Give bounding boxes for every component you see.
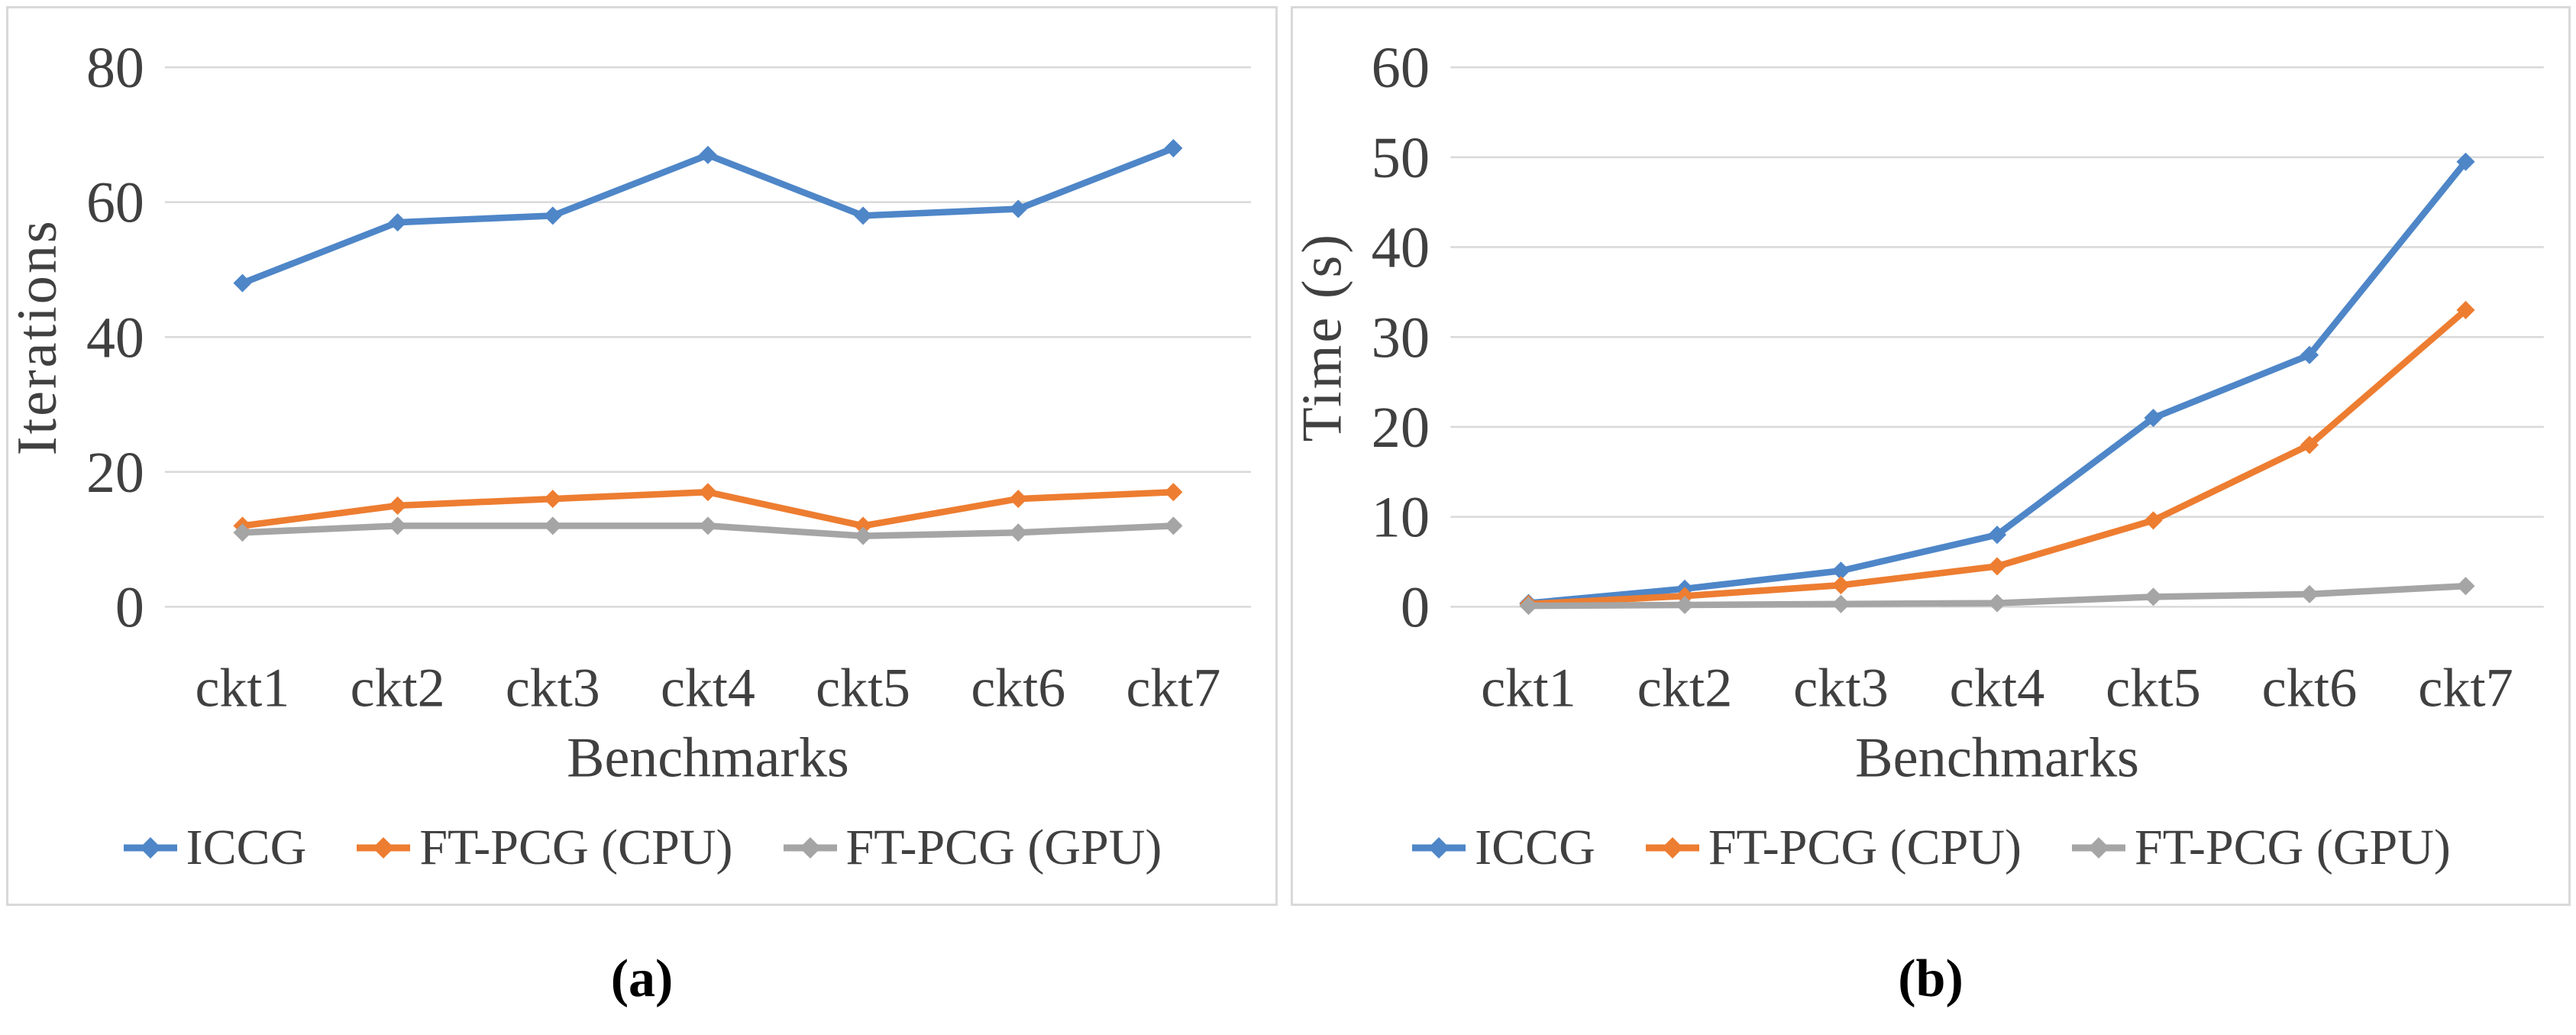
legend-label: ICCG [186,820,307,875]
chart-panel-a: 0 20 40 60 80 ckt1 ckt2 ckt3 ckt4 ckt5 ckt6 ckt7 Ben… [6,6,1278,906]
legend-b: ICCG FT-PCG (CPU) FT-PCG (GPU) [1293,806,2568,890]
x-tick-label: ckt6 [2262,658,2358,719]
legend-marker-diamond [1661,837,1683,859]
legend-marker-diamond [2088,837,2110,859]
series-marker [2300,345,2319,364]
x-axis-title: Benchmarks [1855,727,2139,790]
x-tick-label: ckt3 [1793,658,1889,719]
series-marker [543,490,562,509]
subfigure-caption-b: (b) [1898,949,1964,1008]
x-tick-label: ckt2 [351,657,445,718]
x-tick-label: ckt5 [816,657,910,718]
series-marker [1987,526,2007,545]
series-marker [1987,594,2007,613]
y-axis-title: Iterations [8,218,69,455]
legend-marker-icon [123,837,177,859]
y-axis-title: Time (s) [1293,232,1353,442]
legend-a: ICCG FT-PCG (CPU) FT-PCG (GPU) [8,806,1275,890]
legend-marker-icon [1412,837,1466,859]
legend-marker-diamond [139,837,161,859]
legend-marker-icon [2072,837,2126,859]
series-marker [2456,577,2475,596]
legend-label: FT-PCG (GPU) [845,820,1162,875]
y-tick-label: 80 [86,36,144,100]
y-tick-label: 0 [1401,575,1430,640]
series-marker [1164,516,1183,535]
legend-marker-diamond [373,837,395,859]
series-marker [2144,409,2163,428]
series-marker [1009,490,1028,509]
series-marker [698,483,717,502]
series-marker [1009,199,1028,218]
series-marker [543,516,562,535]
series-marker [1675,595,1695,615]
legend-label: FT-PCG (CPU) [1708,820,2022,875]
line-chart-time: 0 10 20 30 40 50 60 ckt1 ckt2 ckt3 ckt4 ckt5 ckt6 ckt… [1293,35,2544,790]
legend-marker-icon [1645,837,1699,859]
series-marker [854,526,873,545]
legend-item-iccg: ICCG [1411,819,1595,877]
series-marker [2144,587,2163,606]
legend-marker-icon [783,837,837,859]
y-tick-label: 30 [1372,305,1430,370]
legend-marker-diamond [799,837,821,859]
series-marker [1987,557,2007,576]
x-tick-label: ckt4 [661,657,755,718]
y-tick-label: 10 [1372,485,1430,550]
x-tick-label: ckt4 [1950,658,2045,719]
y-tick-label: 40 [1372,215,1430,280]
x-tick-label: ckt7 [2418,658,2513,719]
series-marker [543,206,562,225]
series-marker [388,213,407,232]
series-marker [2300,584,2319,603]
series-marker [854,206,873,225]
y-tick-label: 20 [1372,395,1430,460]
series-marker [2144,511,2163,530]
series-marker [1164,139,1183,158]
x-tick-label: ckt1 [196,657,290,718]
x-axis-title: Benchmarks [567,727,849,790]
legend-label: FT-PCG (GPU) [2135,820,2451,875]
series-marker [1831,561,1850,581]
legend-item-ft-pcg-gpu-: FT-PCG (GPU) [2070,819,2451,877]
legend-label: ICCG [1475,820,1595,875]
series-marker [388,496,407,515]
legend-item-ft-pcg-cpu-: FT-PCG (CPU) [355,819,733,877]
legend-item-ft-pcg-cpu-: FT-PCG (CPU) [1644,819,2022,877]
series-marker [388,516,407,535]
series-marker [698,516,717,535]
series-marker [2456,152,2475,171]
x-tick-label: ckt7 [1126,657,1221,718]
y-tick-label: 60 [86,171,144,235]
y-tick-label: 40 [86,306,144,370]
y-tick-label: 20 [86,441,144,505]
series-marker [2456,300,2475,319]
legend-item-ft-pcg-gpu-: FT-PCG (GPU) [782,819,1162,877]
series-marker [1831,576,1850,595]
series-marker [1164,483,1183,502]
legend-label: FT-PCG (CPU) [419,820,733,875]
x-tick-label: ckt5 [2106,658,2201,719]
y-tick-label: 50 [1372,125,1430,190]
line-chart-iterations: 0 20 40 60 80 ckt1 ckt2 ckt3 ckt4 ckt5 ckt6 ckt7 Ben… [8,36,1252,790]
legend-marker-icon [357,837,411,859]
series-marker [698,145,717,164]
series-marker [2300,435,2319,454]
series-marker [233,273,252,293]
x-tick-label: ckt1 [1481,658,1576,719]
series-marker [1009,523,1028,542]
series-line-iccg [239,144,1177,286]
x-tick-label: ckt3 [506,657,600,718]
y-tick-label: 60 [1372,35,1430,100]
y-tick-label: 0 [115,575,144,639]
chart-panel-b: 0 10 20 30 40 50 60 ckt1 ckt2 ckt3 ckt4 ckt5 ckt6 ckt… [1291,6,2571,906]
legend-item-iccg: ICCG [122,819,307,877]
x-tick-label: ckt6 [971,657,1065,718]
subfigure-caption-a: (a) [610,949,674,1008]
series-marker [1831,594,1850,613]
legend-marker-diamond [1428,837,1450,859]
x-tick-label: ckt2 [1637,658,1733,719]
